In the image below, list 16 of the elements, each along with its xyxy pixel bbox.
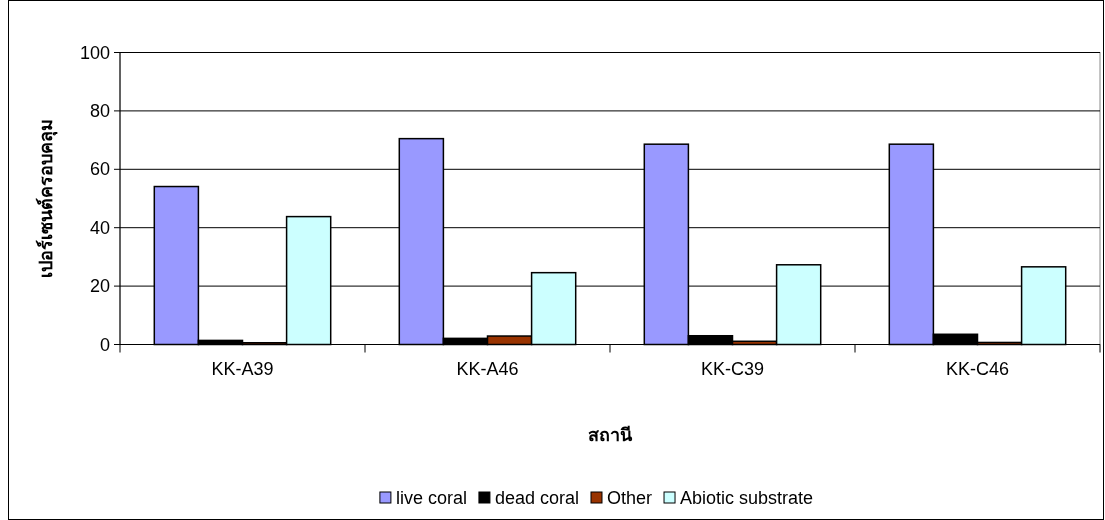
y-tick-label: 20 bbox=[89, 276, 110, 297]
x-tick-label: KK-C39 bbox=[700, 358, 765, 379]
y-tick-label: 80 bbox=[89, 100, 110, 121]
legend-label: live coral bbox=[395, 488, 467, 508]
x-axis-title: สถานี bbox=[588, 425, 633, 445]
y-tick-label: 40 bbox=[89, 217, 110, 238]
y-tick-label: 60 bbox=[89, 159, 110, 180]
legend-label: dead coral bbox=[494, 488, 579, 508]
legend-label: Other bbox=[606, 488, 653, 508]
x-tick-label: KK-A46 bbox=[456, 358, 519, 379]
x-tick-label: KK-C46 bbox=[945, 358, 1010, 379]
legend-label: Abiotic substrate bbox=[680, 488, 814, 508]
y-tick-label: 0 bbox=[99, 334, 110, 355]
x-tick-label: KK-A39 bbox=[211, 358, 274, 379]
y-tick-label: 100 bbox=[79, 42, 110, 63]
y-axis-title: เปอร์เซนต์ครอบคลุม bbox=[35, 119, 58, 278]
